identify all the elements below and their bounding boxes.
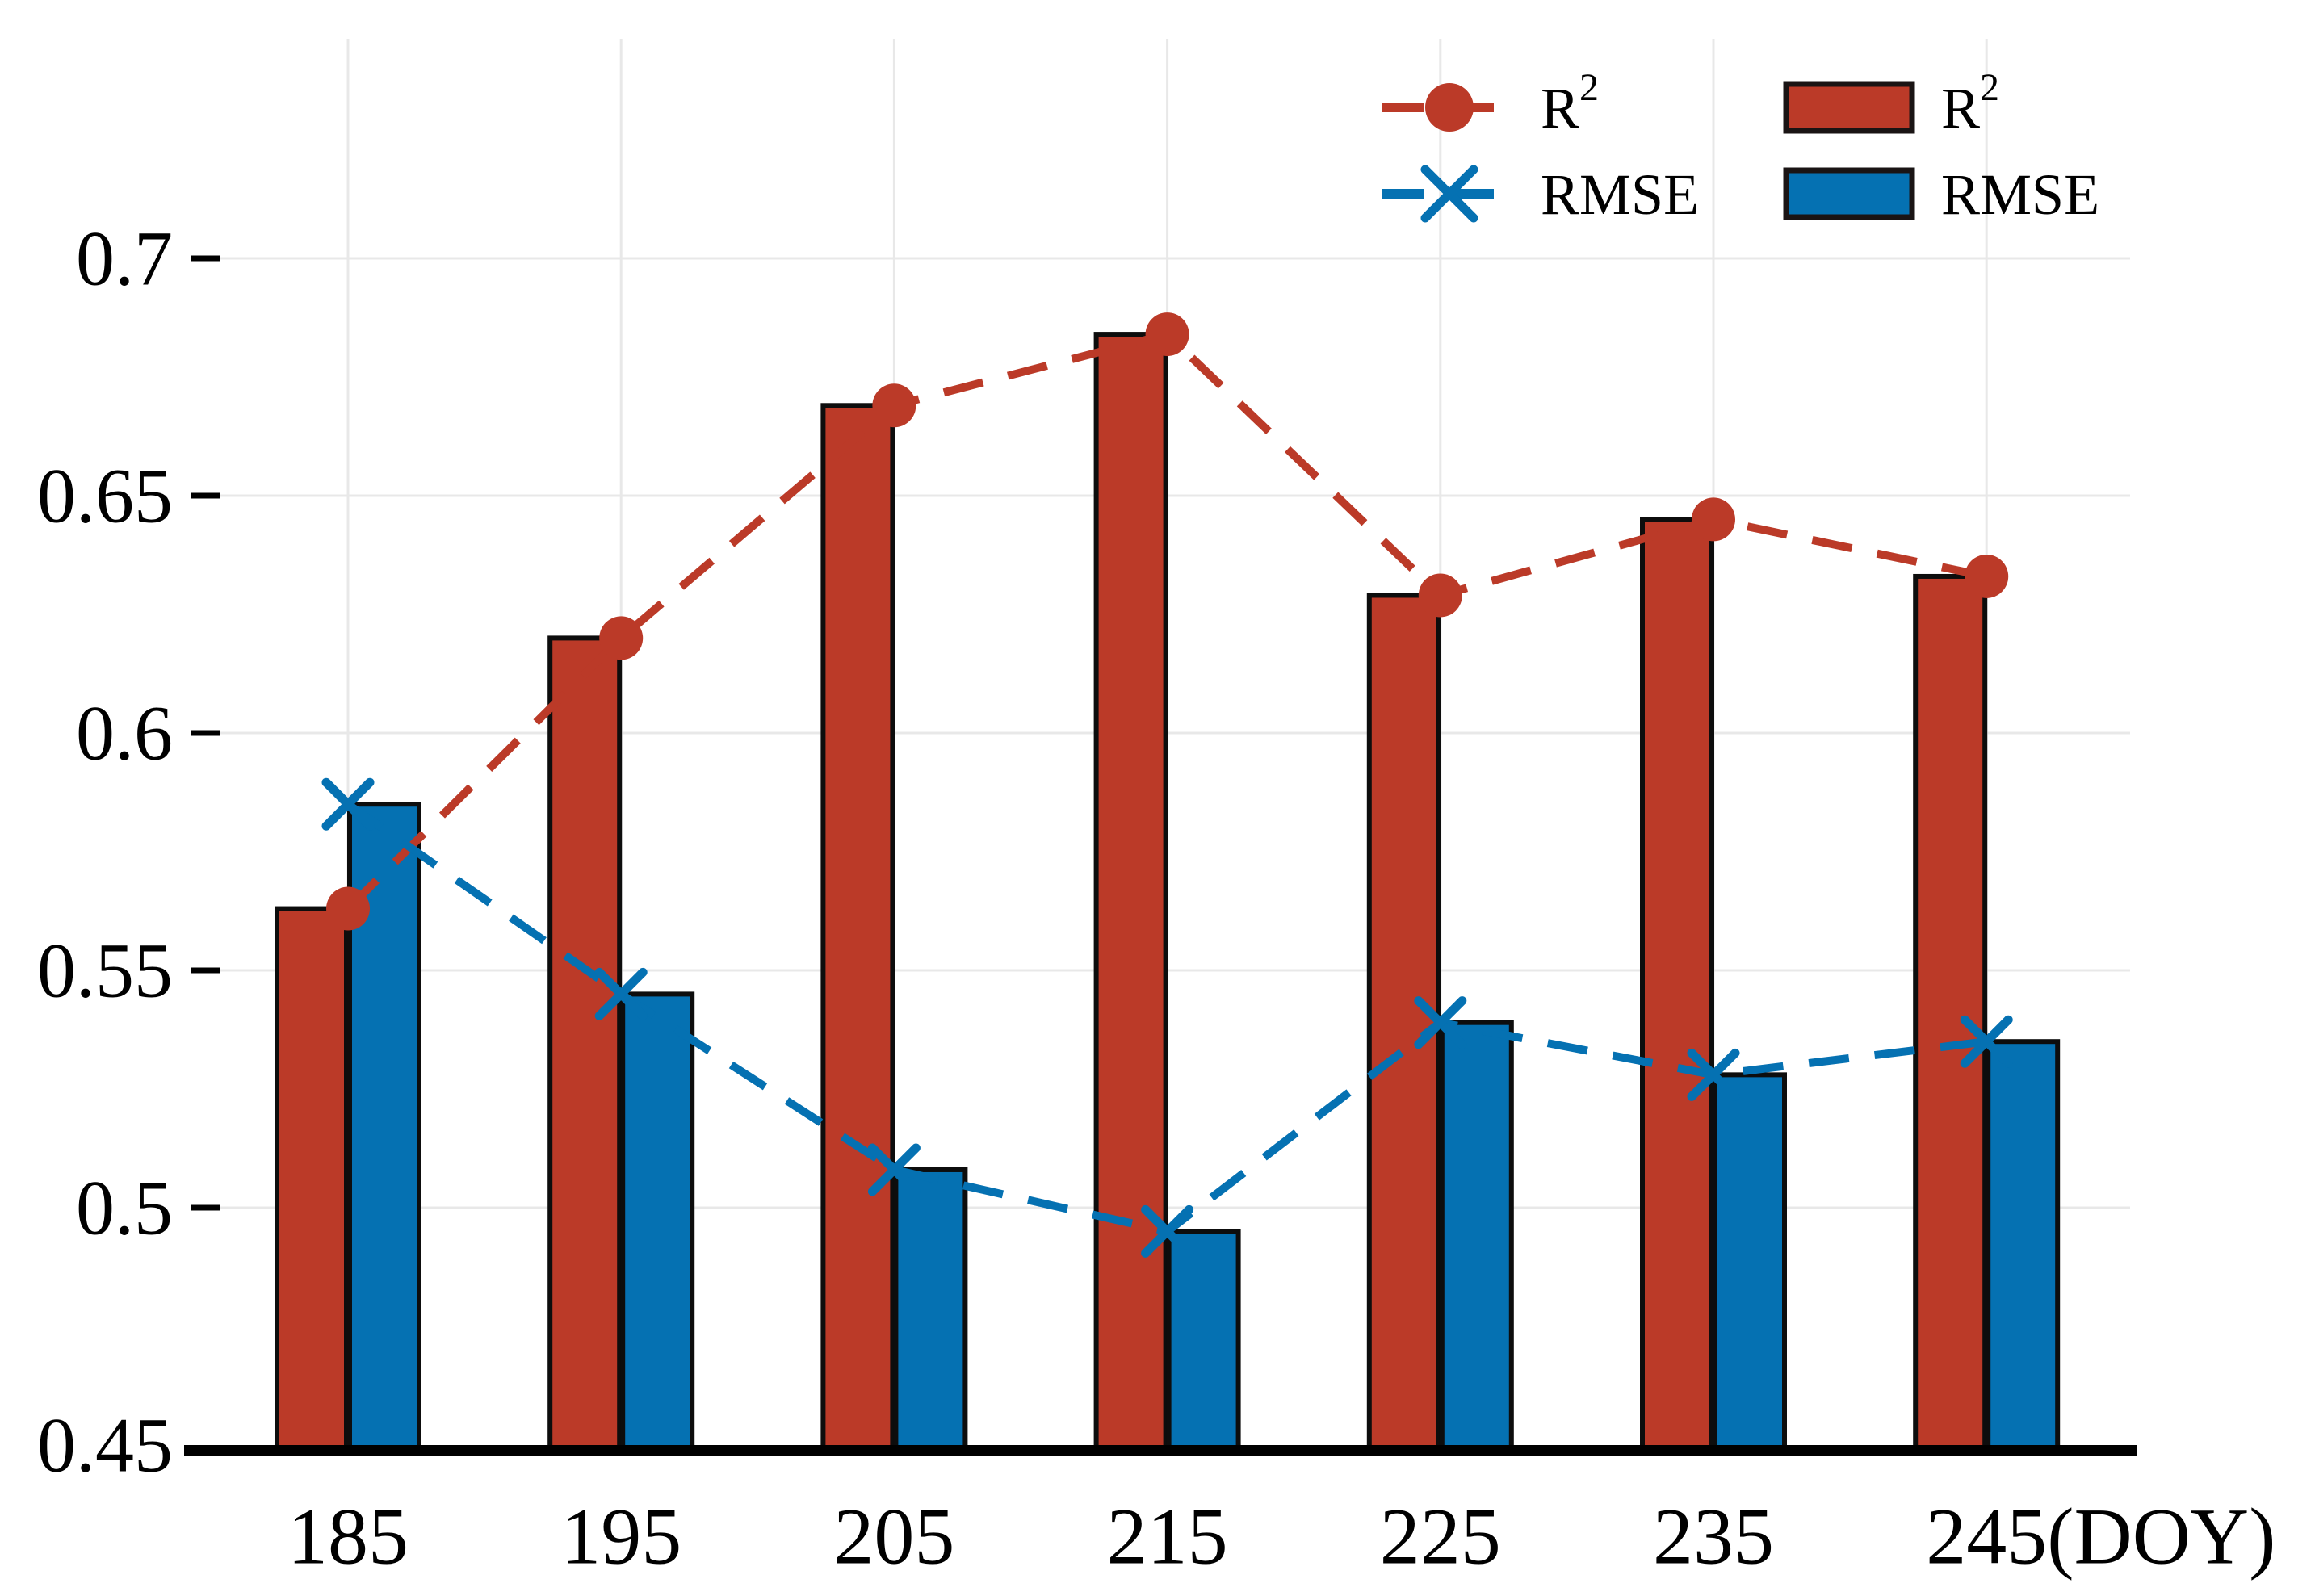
x-marker-RMSE-line-225	[1414, 996, 1467, 1049]
legend-label-line-r: R2	[1541, 66, 1599, 140]
bar-RMSE-bar-215	[1166, 1229, 1241, 1451]
legend-circle-marker-icon	[1425, 83, 1474, 132]
legend-swatch-rmse	[1783, 167, 1915, 220]
x-tick-label-225: 225	[1380, 1492, 1501, 1581]
bar-R2-bar-225	[1366, 593, 1441, 1451]
y-tick-label-0.7: 0.7	[76, 216, 173, 302]
bar-RMSE-bar-195	[620, 991, 695, 1451]
x-tick-label-195: 195	[560, 1492, 681, 1581]
legend-label-swatch-rmse: RMSE	[1941, 162, 2099, 227]
x-marker-RMSE-line-185	[321, 777, 375, 831]
circle-marker-R2-line-225	[1418, 573, 1462, 618]
circle-marker-R2-line-205	[872, 383, 916, 428]
bar-R2-bar-195	[547, 635, 623, 1451]
legend-swatch-r	[1783, 81, 1915, 134]
x-tick-label-245: 245(DOY)	[1926, 1492, 2275, 1581]
x-tick-label-185: 185	[287, 1492, 409, 1581]
circle-marker-R2-line-245	[1965, 554, 2009, 598]
circle-marker-R2-line-195	[599, 616, 644, 660]
y-tick-label-0.45: 0.45	[37, 1402, 173, 1489]
y-tick-label-0.6: 0.6	[76, 690, 173, 777]
bar-R2-bar-235	[1640, 517, 1714, 1451]
y-tick-label-0.65: 0.65	[37, 453, 173, 539]
x-tick-label-205: 205	[833, 1492, 954, 1581]
bar-RMSE-bar-235	[1713, 1072, 1787, 1451]
bar-R2-bar-205	[820, 403, 895, 1451]
x-marker-RMSE-line-205	[867, 1143, 921, 1196]
legend-x-marker-icon	[1420, 165, 1478, 223]
bar-R2-bar-185	[275, 906, 349, 1451]
bar-R2-bar-245	[1913, 573, 1988, 1451]
y-tick-label-0.55: 0.55	[37, 928, 173, 1014]
circle-marker-R2-line-185	[326, 886, 370, 931]
bar-R2-bar-215	[1093, 332, 1168, 1451]
x-marker-RMSE-line-245	[1960, 1015, 2013, 1068]
x-marker-RMSE-line-195	[594, 967, 648, 1020]
circle-marker-R2-line-235	[1692, 497, 1735, 542]
legend-label-line-rmse: RMSE	[1541, 162, 1699, 227]
x-marker-RMSE-line-235	[1687, 1048, 1740, 1101]
legend-label-swatch-r: R2	[1941, 66, 1999, 140]
bar-RMSE-bar-245	[1986, 1039, 2061, 1451]
bar-RMSE-bar-205	[893, 1167, 968, 1451]
circle-marker-R2-line-215	[1145, 312, 1189, 357]
x-tick-label-235: 235	[1653, 1492, 1774, 1581]
y-tick-label-0.5: 0.5	[76, 1165, 173, 1251]
x-marker-RMSE-line-215	[1141, 1204, 1194, 1258]
x-tick-label-215: 215	[1107, 1492, 1228, 1581]
bar-RMSE-bar-225	[1439, 1020, 1514, 1451]
